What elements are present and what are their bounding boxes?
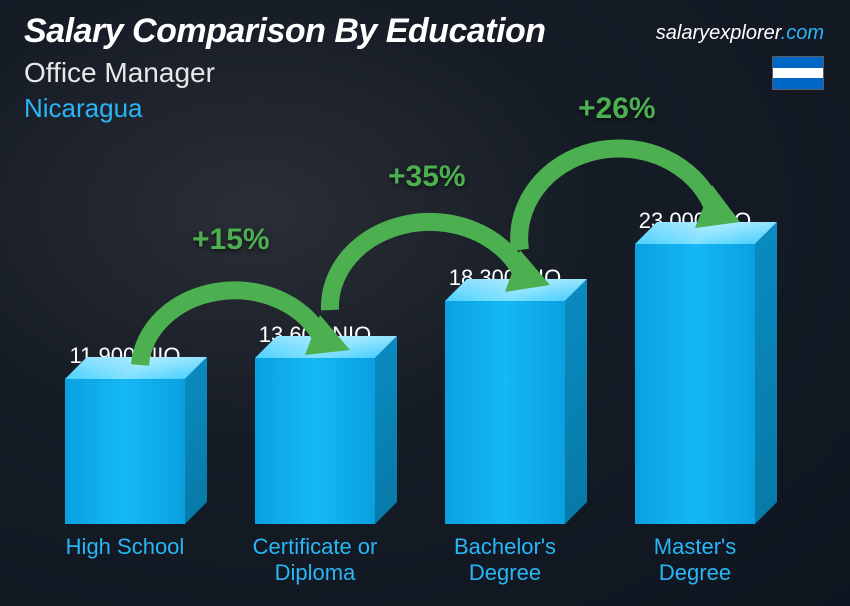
brand-logo: salaryexplorer.com [656,22,824,45]
brand-name: salaryexplorer [656,22,781,44]
country-name: Nicaragua [24,93,546,124]
country-flag-icon [772,56,824,90]
flag-stripe-bot [773,78,823,89]
job-title: Office Manager [24,57,546,89]
chart-column: 13,600 NIO Certificate orDiploma [220,322,410,588]
bar-side-face [185,357,207,524]
bar-side-face [375,336,397,524]
flag-stripe-mid [773,68,823,79]
bar-front-face [65,379,185,524]
bar-3d [445,301,565,524]
bar-top-face [635,222,777,244]
header: Salary Comparison By Education Office Ma… [24,12,546,124]
bar-3d [65,379,185,524]
page-title: Salary Comparison By Education [24,12,546,51]
flag-stripe-top [773,57,823,68]
bar-top-face [255,336,397,358]
bar-3d [255,358,375,524]
bar-side-face [565,279,587,524]
bar-front-face [445,301,565,524]
bar-category-label: Certificate orDiploma [253,534,378,588]
bar-front-face [255,358,375,524]
chart-column: 18,300 NIO Bachelor'sDegree [410,265,600,588]
brand-domain: .com [781,22,824,44]
bar-category-label: High School [66,534,185,588]
chart-column: 11,900 NIO High School [30,343,220,588]
bar-3d [635,244,755,524]
increase-pct-3: +26% [578,92,656,126]
bar-side-face [755,222,777,524]
chart-column: 23,000 NIO Master'sDegree [600,208,790,588]
bar-category-label: Master'sDegree [654,534,736,588]
bar-top-face [65,357,207,379]
bar-top-face [445,279,587,301]
bar-category-label: Bachelor'sDegree [454,534,556,588]
bar-chart: 11,900 NIO High School 13,600 NIO Certif… [30,150,790,588]
bar-front-face [635,244,755,524]
